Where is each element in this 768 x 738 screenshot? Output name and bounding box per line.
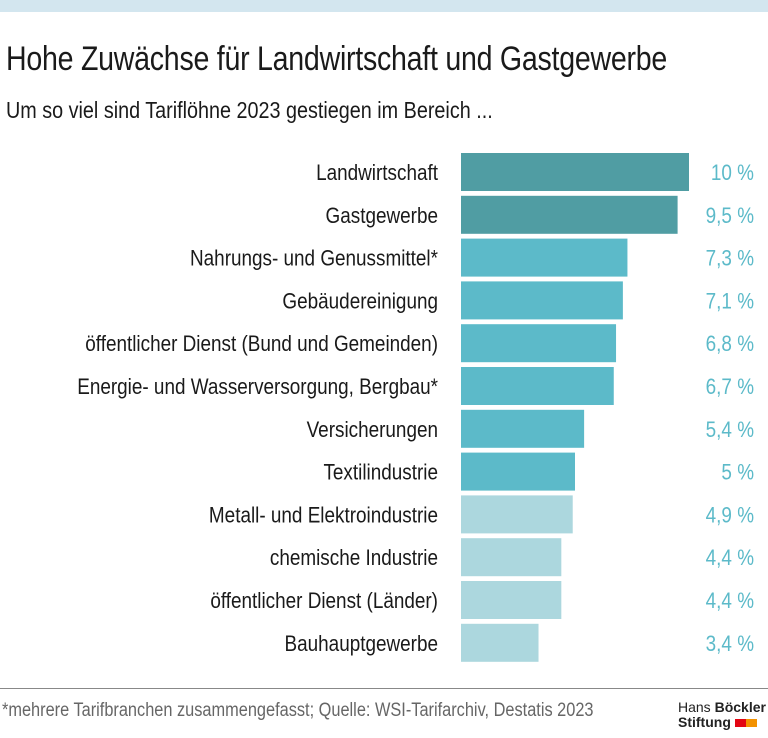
category-label: Landwirtschaft [316,161,438,186]
category-label: Gebäudereinigung [282,289,438,314]
bar [461,538,562,577]
value-label: 7,1 % [706,289,754,314]
category-label: Versicherungen [307,417,438,442]
value-label: 5,4 % [706,417,754,442]
logo-square-orange [745,719,757,728]
footnote: *mehrere Tarifbranchen zusammengefasst; … [2,700,594,721]
value-label: 4,9 % [706,503,754,528]
bar [461,238,628,277]
value-label: 7,3 % [706,246,754,271]
bar [461,195,678,234]
value-label: 9,5 % [706,203,754,228]
category-label: Textilindustrie [323,460,438,485]
logo-text: Stiftung [678,714,731,730]
bar [461,409,585,448]
bar [461,281,623,320]
bar [461,367,614,405]
value-label: 10 % [711,161,754,186]
category-label: Nahrungs- und Genussmittel* [190,246,438,271]
category-label: Bauhauptgewerbe [285,631,438,656]
value-label: 3,4 % [706,631,754,656]
chart-subtitle: Um so viel sind Tariflöhne 2023 gestiege… [6,97,493,123]
logo-text: Böckler [714,699,766,715]
category-label: Metall- und Elektroindustrie [209,503,438,528]
bar [461,581,562,619]
logo-square-red [734,719,746,728]
bar [461,623,539,662]
bar [461,452,575,491]
hans-boeckler-stiftung-logo: Hans Böckler Stiftung [678,700,766,730]
category-label: Energie- und Wasserversorgung, Bergbau* [77,375,438,400]
category-label: Gastgewerbe [326,203,438,228]
value-label: 5 % [721,460,754,485]
value-label: 4,4 % [706,546,754,571]
value-label: 4,4 % [706,589,754,614]
category-label: öffentlicher Dienst (Bund und Gemeinden) [85,332,438,357]
top-band [0,0,768,12]
bar-chart: Landwirtschaft 10 % Gastgewerbe 9,5 % Nahrun… [77,153,754,662]
chart-title: Hohe Zuwächse für Landwirtschaft und Gas… [6,40,668,78]
value-label: 6,7 % [706,375,754,400]
footer-divider [0,688,768,689]
bar [461,495,573,534]
logo-text: Hans [678,699,711,715]
bar [461,153,689,191]
category-label: chemische Industrie [270,546,438,571]
bar [461,324,617,363]
value-label: 6,8 % [706,332,754,357]
category-label: öffentlicher Dienst (Länder) [210,589,438,614]
